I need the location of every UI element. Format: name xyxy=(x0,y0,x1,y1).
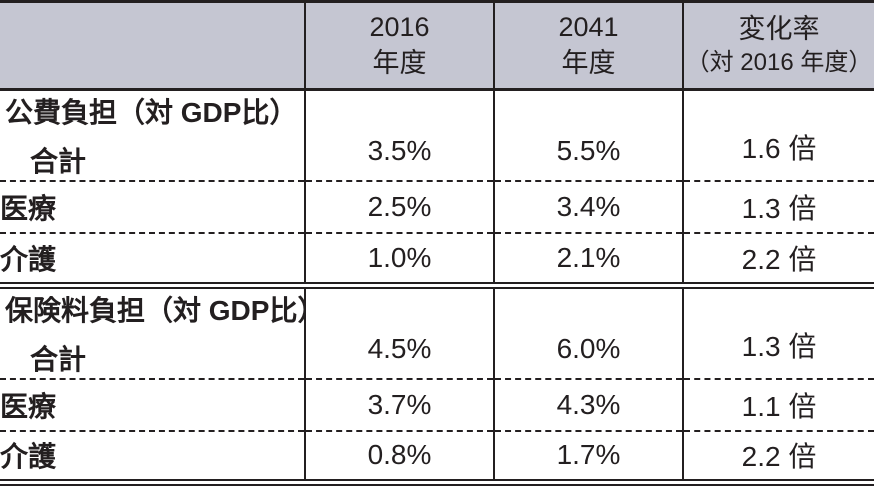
table-row-section2-total: 保険料負担（対 GDP比） 合計 4.5% 6.0% 1.3 倍 xyxy=(0,285,874,380)
section1-total-2041: 5.5% xyxy=(493,89,683,182)
table-row-section1-nursing: 介護 1.0% 2.1% 2.2 倍 xyxy=(0,233,874,289)
section1-medical-2041: 3.4% xyxy=(493,181,683,234)
section2-nursing-change: 2.2 倍 xyxy=(682,430,874,486)
section1-nursing-label: 介護 xyxy=(0,233,305,289)
section2-medical-change: 1.1 倍 xyxy=(682,378,874,432)
table-row-section2-nursing: 介護 0.8% 1.7% 2.2 倍 xyxy=(0,430,874,486)
section1-nursing-change: 2.2 倍 xyxy=(682,233,874,289)
section2-nursing-2041: 1.7% xyxy=(493,430,683,486)
header-col-change: 変化率 （対 2016 年度） xyxy=(682,1,874,91)
table-row-section1-medical: 医療 2.5% 3.4% 1.3 倍 xyxy=(0,181,874,234)
table-row-section2-medical: 医療 3.7% 4.3% 1.1 倍 xyxy=(0,378,874,432)
section1-medical-change: 1.3 倍 xyxy=(682,181,874,234)
header-col-2016-line2: 年度 xyxy=(372,47,427,78)
section1-title: 公費負担（対 GDP比） xyxy=(5,97,298,128)
header-col-2041-line2: 年度 xyxy=(561,47,616,78)
section2-total-label: 合計 xyxy=(30,343,87,375)
section1-nursing-2016: 1.0% xyxy=(304,233,494,289)
header-col-change-line1: 変化率 xyxy=(738,14,820,45)
section1-total-2016: 3.5% xyxy=(304,89,494,182)
header-col-change-line2: （対 2016 年度） xyxy=(685,49,873,77)
header-col-2041: 2041 年度 xyxy=(493,1,683,91)
header-col-2016: 2016 年度 xyxy=(304,1,494,91)
section2-total-change: 1.3 倍 xyxy=(682,285,874,380)
header-col-2041-line1: 2041 xyxy=(558,12,619,43)
section2-label-cell: 保険料負担（対 GDP比） 合計 xyxy=(0,285,305,380)
header-row: 2016 年度 2041 年度 変化率 （対 2016 年度） xyxy=(0,1,874,91)
table-row-section1-total: 公費負担（対 GDP比） 合計 3.5% 5.5% 1.6 倍 xyxy=(0,89,874,182)
section2-medical-2016: 3.7% xyxy=(304,378,494,432)
section2-title: 保険料負担（対 GDP比） xyxy=(5,294,305,326)
section2-total-2041: 6.0% xyxy=(493,285,683,380)
section2-total-2016: 4.5% xyxy=(304,285,494,380)
section1-medical-2016: 2.5% xyxy=(304,181,494,234)
section1-label-cell: 公費負担（対 GDP比） 合計 xyxy=(0,89,305,182)
section1-nursing-2041: 2.1% xyxy=(493,233,683,289)
header-corner-cell xyxy=(0,1,305,91)
section1-medical-label: 医療 xyxy=(0,181,305,234)
section2-nursing-2016: 0.8% xyxy=(304,430,494,486)
section1-total-change: 1.6 倍 xyxy=(682,89,874,182)
section2-nursing-label: 介護 xyxy=(0,430,305,486)
section2-medical-2041: 4.3% xyxy=(493,378,683,432)
section2-medical-label: 医療 xyxy=(0,378,305,432)
header-col-2016-line1: 2016 xyxy=(369,12,430,43)
section1-total-label: 合計 xyxy=(30,146,87,177)
